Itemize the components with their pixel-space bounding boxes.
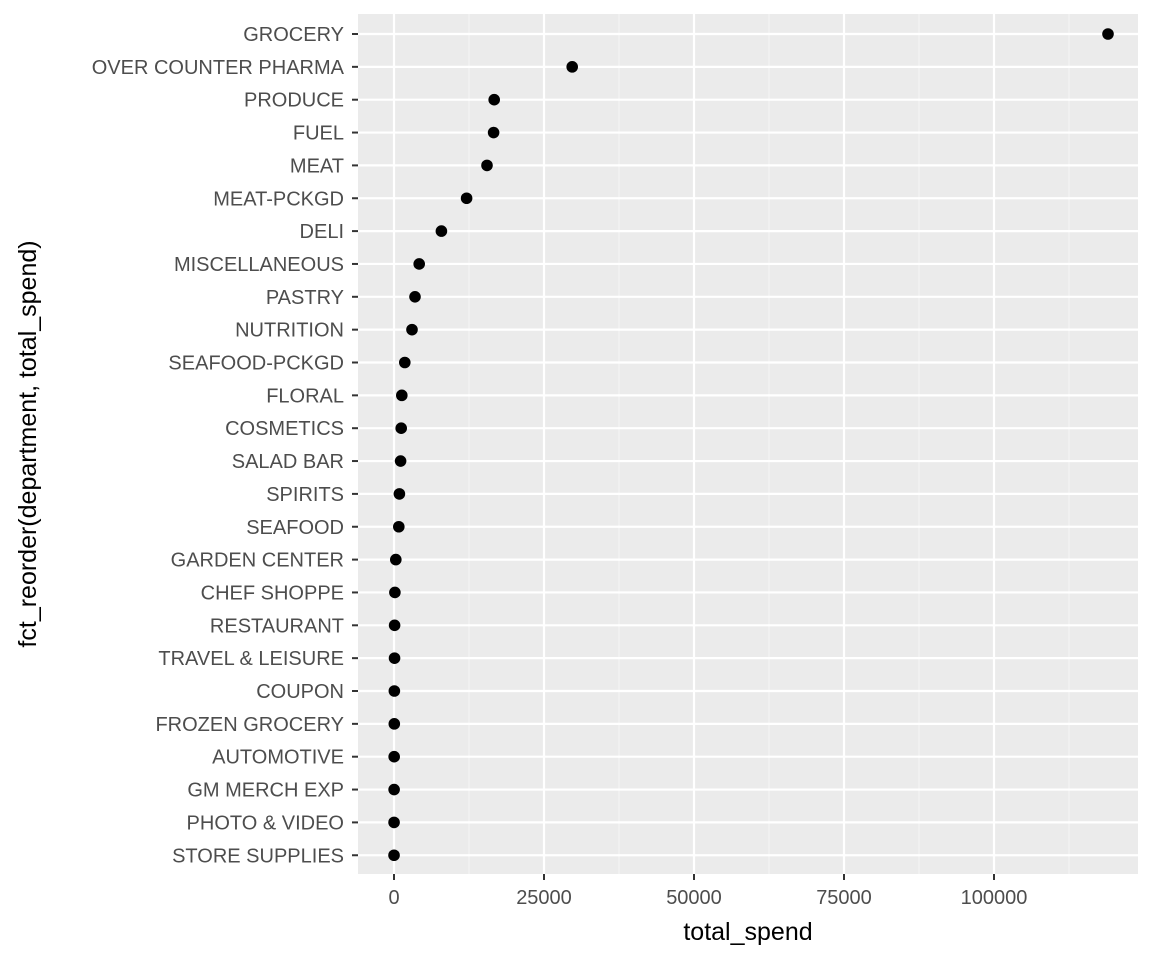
x-tick-label: 0	[388, 887, 399, 909]
y-tick-label: FLORAL	[266, 385, 344, 407]
y-tick-label: NUTRITION	[235, 320, 344, 342]
y-tick-label: FROZEN GROCERY	[155, 714, 344, 736]
x-axis: 0 25000 50000 75000 100000	[388, 874, 1027, 909]
y-tick-label: GARDEN CENTER	[171, 550, 344, 572]
y-tick-label: OVER COUNTER PHARMA	[92, 57, 345, 79]
data-point	[396, 389, 408, 402]
y-tick-label: PHOTO & VIDEO	[187, 812, 344, 834]
y-tick-label: STORE SUPPLIES	[172, 845, 344, 867]
data-point	[1102, 28, 1114, 40]
data-point	[388, 619, 401, 632]
x-axis-title: total_spend	[683, 918, 812, 946]
data-point	[406, 323, 418, 336]
plot-panel	[358, 14, 1138, 874]
y-axis-title: fct_reorder(department, total_spend)	[14, 240, 42, 647]
data-point	[390, 553, 402, 566]
x-tick-label: 50000	[666, 887, 722, 909]
y-tick-label: SALAD BAR	[232, 451, 344, 473]
data-point	[409, 291, 421, 303]
data-point	[435, 225, 448, 237]
x-tick-label: 100000	[961, 887, 1028, 909]
data-point	[394, 455, 407, 467]
data-point	[399, 356, 411, 369]
data-point	[388, 816, 400, 829]
data-point	[388, 783, 400, 796]
major-gridlines	[358, 14, 1138, 874]
data-point	[388, 750, 400, 763]
y-tick-label: COSMETICS	[225, 418, 344, 440]
data-point	[389, 586, 401, 599]
y-axis: GROCERY OVER COUNTER PHARMA PRODUCE FUEL MEA…	[92, 24, 358, 867]
y-tick-label: DELI	[300, 221, 344, 243]
y-tick-label: SPIRITS	[266, 484, 344, 506]
y-tick-label: SEAFOOD-PCKGD	[168, 353, 344, 375]
y-tick-label: TRAVEL & LEISURE	[158, 648, 344, 670]
y-tick-label: SEAFOOD	[246, 517, 344, 539]
minor-gridlines	[468, 14, 1070, 874]
y-tick-label: RESTAURANT	[210, 615, 344, 637]
data-point	[487, 126, 500, 139]
data-point	[388, 685, 401, 697]
data-point	[413, 258, 426, 270]
x-tick-label: 25000	[516, 887, 572, 909]
data-point	[395, 422, 408, 435]
y-tick-label: MISCELLANEOUS	[174, 254, 344, 276]
y-tick-label: AUTOMOTIVE	[212, 747, 344, 769]
y-tick-label: FUEL	[293, 123, 344, 145]
data-point	[481, 159, 493, 172]
data-points	[388, 28, 1114, 862]
data-point	[393, 488, 406, 500]
y-tick-label: MEAT	[290, 155, 344, 177]
data-point	[388, 718, 401, 730]
data-point	[566, 61, 578, 73]
y-tick-label: MEAT-PCKGD	[213, 188, 344, 210]
y-tick-label: PASTRY	[266, 287, 344, 309]
x-tick-label: 75000	[816, 887, 872, 909]
y-tick-label: GM MERCH EXP	[187, 780, 344, 802]
data-point	[388, 652, 401, 664]
data-point	[488, 93, 501, 106]
y-tick-label: CHEF SHOPPE	[201, 582, 344, 604]
data-point	[460, 192, 473, 205]
data-point	[393, 520, 405, 533]
y-tick-label: GROCERY	[243, 24, 344, 46]
y-tick-label: PRODUCE	[244, 90, 344, 112]
y-tick-label: COUPON	[256, 681, 344, 703]
data-point	[388, 849, 400, 862]
